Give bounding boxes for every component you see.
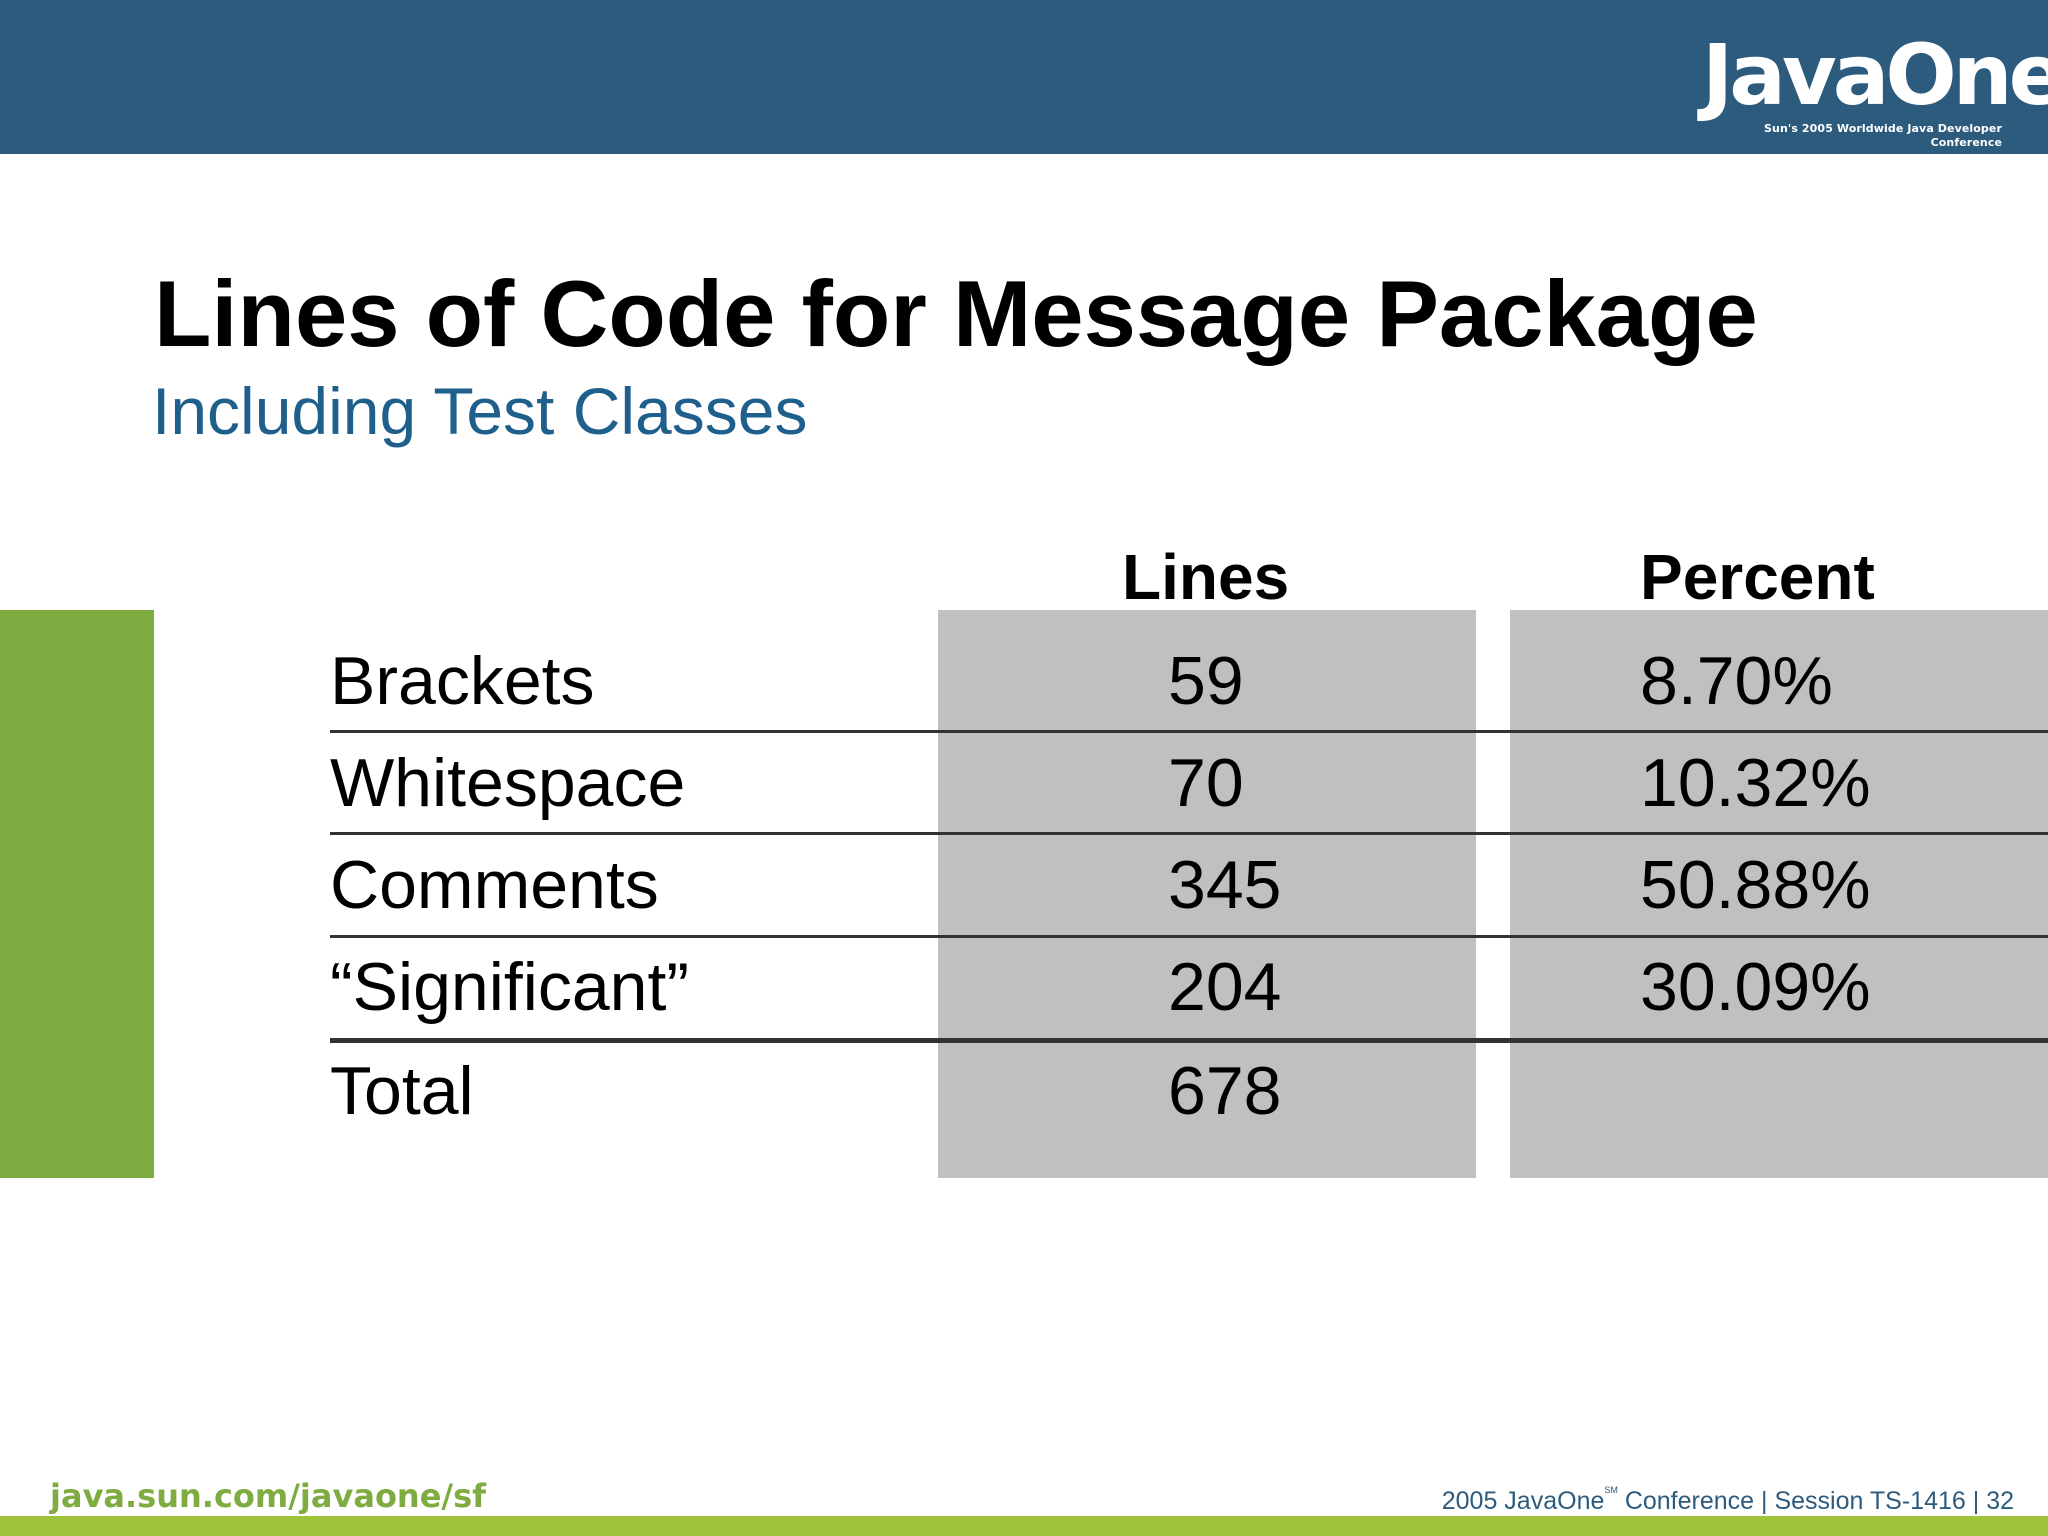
footer-separator: | xyxy=(1965,1487,1987,1515)
footer-conference-suffix: Conference xyxy=(1617,1487,1755,1515)
footer-url: java.sun.com/javaone/sf xyxy=(50,1477,487,1515)
table-row: Comments 345 50.88% xyxy=(0,834,2048,936)
table-row: “Significant” 204 30.09% xyxy=(0,936,2048,1038)
header-band xyxy=(0,0,2048,154)
row-lines-value: 678 xyxy=(1168,1053,1282,1129)
footer-conference-prefix: 2005 JavaOne xyxy=(1441,1487,1605,1515)
row-lines-value: 345 xyxy=(1168,847,1282,923)
row-label: Total xyxy=(330,1053,474,1129)
row-percent-value: 10.32% xyxy=(1640,745,1871,821)
total-divider xyxy=(330,1038,2048,1043)
column-header-percent: Percent xyxy=(1640,541,1875,613)
row-divider xyxy=(330,935,2048,938)
javaone-logo: JavaOne Sun's 2005 Worldwide Java Develo… xyxy=(1702,26,2048,149)
logo-tagline: Sun's 2005 Worldwide Java Developer Conf… xyxy=(1764,122,2002,149)
table-row: Whitespace 70 10.32% xyxy=(0,732,2048,834)
bottom-band xyxy=(0,1516,2048,1536)
table-row-total: Total 678 xyxy=(0,1040,2048,1142)
row-label: Whitespace xyxy=(330,745,686,821)
row-label: “Significant” xyxy=(330,949,690,1025)
logo-wordmark: JavaOne xyxy=(1702,26,2048,124)
footer-separator: | xyxy=(1754,1487,1775,1515)
row-lines-value: 70 xyxy=(1168,745,1244,821)
row-label: Brackets xyxy=(330,643,595,719)
slide-title: Lines of Code for Message Package xyxy=(154,261,1758,366)
side-accent-bar xyxy=(0,610,154,1178)
table-row: Brackets 59 8.70% xyxy=(0,630,2048,732)
row-percent-value: 8.70% xyxy=(1640,643,1833,719)
row-percent-value: 30.09% xyxy=(1640,949,1871,1025)
row-lines-value: 204 xyxy=(1168,949,1282,1025)
row-divider xyxy=(330,832,2048,835)
row-percent-value: 50.88% xyxy=(1640,847,1871,923)
row-divider xyxy=(330,730,2048,733)
row-lines-value: 59 xyxy=(1168,643,1244,719)
column-header-lines: Lines xyxy=(1122,541,1290,613)
page-number: 32 xyxy=(1986,1487,2014,1515)
lines-column-shading xyxy=(938,610,1476,1178)
footer-session: Session TS-1416 xyxy=(1774,1487,1966,1515)
slide-subtitle: Including Test Classes xyxy=(152,374,808,448)
footer-conference-info: 2005 JavaOneSM Conference | Session TS-1… xyxy=(1442,1470,2014,1521)
row-label: Comments xyxy=(330,847,659,923)
percent-column-shading xyxy=(1510,610,2048,1178)
service-mark: SM xyxy=(1604,1485,1618,1495)
